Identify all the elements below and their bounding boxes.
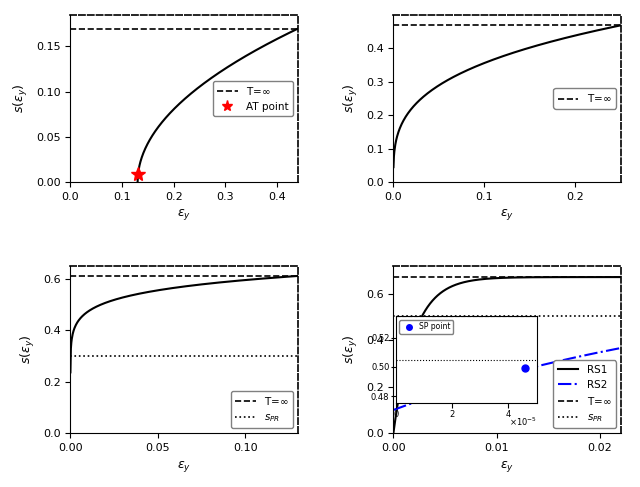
RS1 <box>567 274 575 280</box>
RS2 <box>413 399 420 405</box>
RS1 <box>481 276 489 282</box>
Legend: T=$\infty$, AT point: T=$\infty$, AT point <box>212 81 292 116</box>
Y-axis label: $s(\epsilon_y)$: $s(\epsilon_y)$ <box>342 84 360 113</box>
Legend: RS1, RS2, T=$\infty$, $s_{PR}$: RS1, RS2, T=$\infty$, $s_{PR}$ <box>554 360 616 428</box>
RS2 <box>390 407 397 413</box>
RS2 <box>490 375 497 380</box>
RS2 <box>571 355 579 360</box>
RS1 <box>490 275 497 281</box>
X-axis label: $\epsilon_y$: $\epsilon_y$ <box>177 207 191 223</box>
X-axis label: $\epsilon_y$: $\epsilon_y$ <box>500 207 514 223</box>
RS2 <box>546 360 554 366</box>
Legend: T=$\infty$, $s_{PR}$: T=$\infty$, $s_{PR}$ <box>230 391 292 428</box>
RS1 <box>571 274 579 280</box>
RS2 <box>481 377 489 383</box>
RS1 <box>546 274 554 280</box>
RS1 <box>390 430 397 435</box>
Legend: T=$\infty$: T=$\infty$ <box>554 88 616 109</box>
RS2 <box>567 356 575 361</box>
RS2 <box>617 345 625 351</box>
Line: RS2: RS2 <box>394 348 621 410</box>
RS1 <box>413 325 420 331</box>
X-axis label: $\epsilon_y$: $\epsilon_y$ <box>177 459 191 474</box>
RS1 <box>617 274 625 280</box>
X-axis label: $\epsilon_y$: $\epsilon_y$ <box>500 459 514 474</box>
Line: RS1: RS1 <box>394 277 621 432</box>
Y-axis label: $s(\epsilon_y)$: $s(\epsilon_y)$ <box>13 84 31 113</box>
Y-axis label: $s(\epsilon_y)$: $s(\epsilon_y)$ <box>342 335 360 364</box>
Y-axis label: $s(\epsilon_y)$: $s(\epsilon_y)$ <box>19 335 37 364</box>
